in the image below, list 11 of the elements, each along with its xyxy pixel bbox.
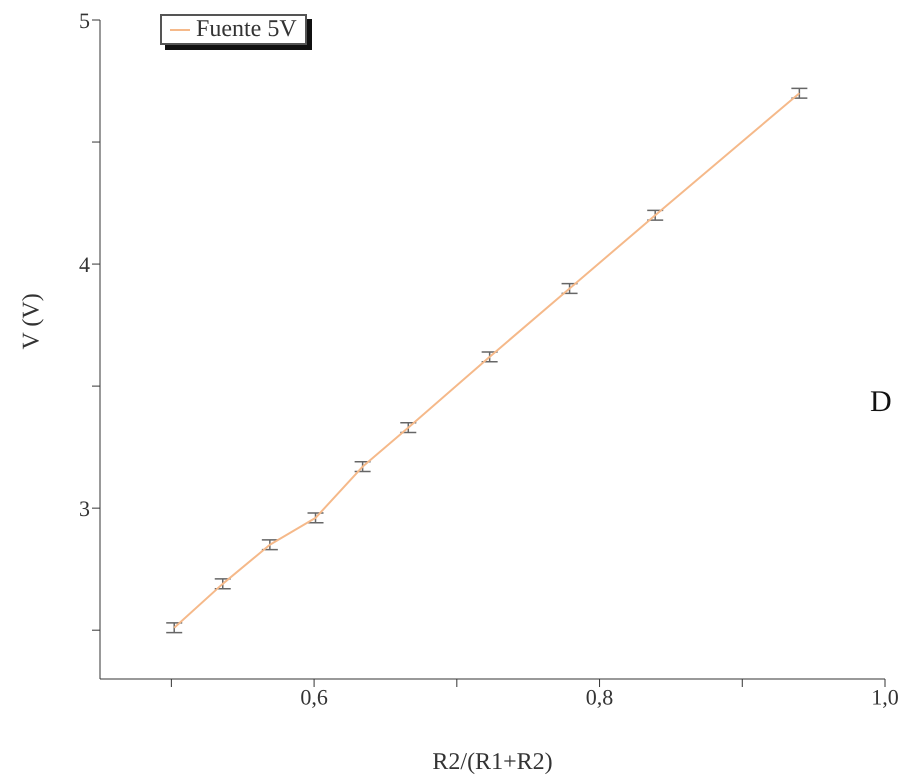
- x-tick-label: 0,8: [586, 684, 614, 710]
- y-tick-label: 3: [79, 496, 90, 521]
- line-series: [173, 92, 800, 629]
- annotation: D: [870, 385, 892, 419]
- x-tick-label: 1,0: [871, 684, 899, 710]
- y-tick-label: 4: [79, 252, 90, 277]
- y-tick-label: 5: [79, 8, 90, 33]
- legend-label: Fuente 5V: [196, 16, 297, 43]
- x-tick-label: 0,6: [300, 684, 328, 710]
- y-axis-title: V (V): [18, 293, 45, 350]
- x-axis-title: R2/(R1+R2): [432, 749, 553, 775]
